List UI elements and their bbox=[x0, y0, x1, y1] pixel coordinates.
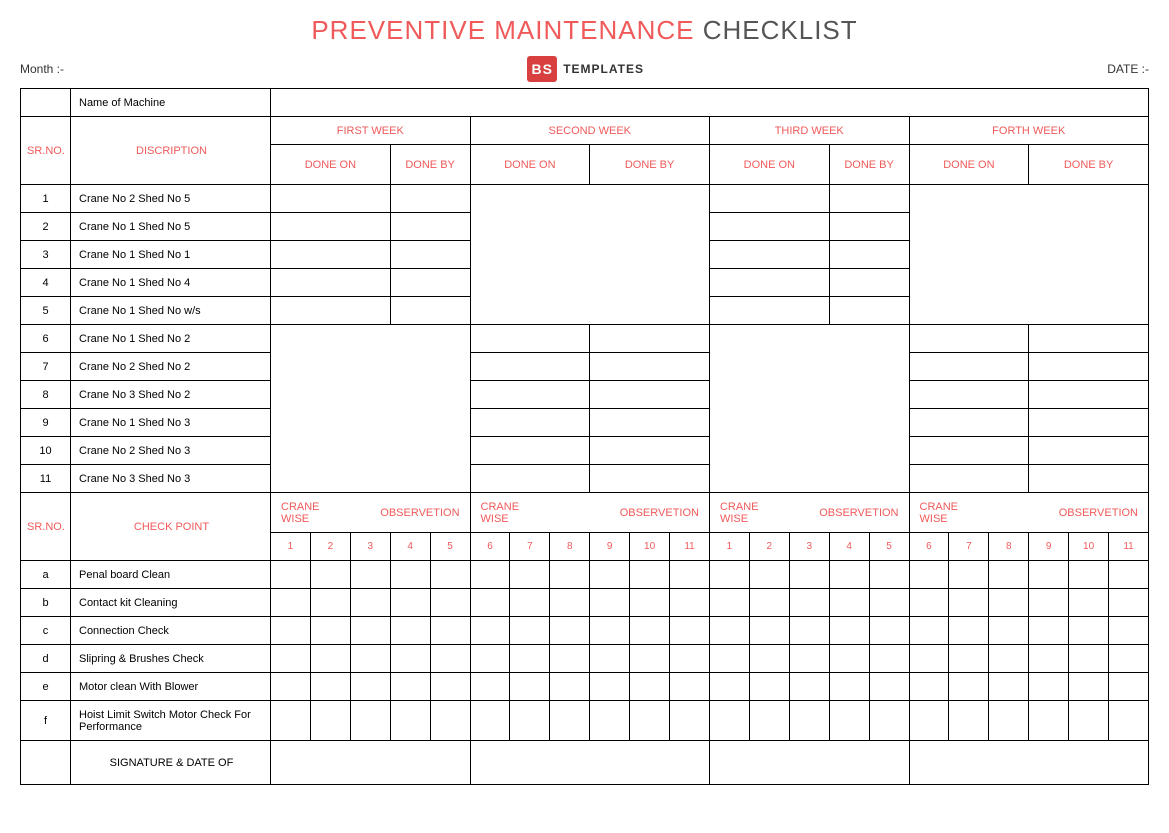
crane-wise-2: CRANE WISE bbox=[470, 493, 550, 533]
table-row: 8Crane No 3 Shed No 2 bbox=[21, 381, 1149, 409]
observation-1: OBSERVETION bbox=[350, 493, 470, 533]
crane-wise-1: CRANE WISE bbox=[271, 493, 351, 533]
observation-4: OBSERVETION bbox=[989, 493, 1149, 533]
done-by-4: DONE BY bbox=[1029, 145, 1149, 185]
table-row: 1 Crane No 2 Shed No 5 bbox=[21, 185, 1149, 213]
date-label: DATE :- bbox=[1107, 62, 1149, 76]
signature-row: SIGNATURE & DATE OF bbox=[21, 741, 1149, 785]
machine-name-label: Name of Machine bbox=[71, 89, 271, 117]
table-row: dSlipring & Brushes Check bbox=[21, 645, 1149, 673]
machine-name-row: Name of Machine bbox=[21, 89, 1149, 117]
table-row: 9Crane No 1 Shed No 3 bbox=[21, 409, 1149, 437]
logo: BS TEMPLATES bbox=[527, 56, 644, 82]
table-row: eMotor clean With Blower bbox=[21, 673, 1149, 701]
signature-label: SIGNATURE & DATE OF bbox=[71, 741, 271, 785]
table-row: 10Crane No 2 Shed No 3 bbox=[21, 437, 1149, 465]
table-row: cConnection Check bbox=[21, 617, 1149, 645]
title-accent: PREVENTIVE MAINTENANCE bbox=[311, 15, 694, 45]
done-by-2: DONE BY bbox=[590, 145, 710, 185]
done-on-4: DONE ON bbox=[909, 145, 1029, 185]
checkpoint-header-row: SR.NO. CHECK POINT CRANE WISE OBSERVETIO… bbox=[21, 493, 1149, 533]
done-by-3: DONE BY bbox=[829, 145, 909, 185]
table-row: 6Crane No 1 Shed No 2 bbox=[21, 325, 1149, 353]
observation-3: OBSERVETION bbox=[789, 493, 909, 533]
table-row: 11Crane No 3 Shed No 3 bbox=[21, 465, 1149, 493]
table-row: fHoist Limit Switch Motor Check For Perf… bbox=[21, 701, 1149, 741]
checkpoint-header: CHECK POINT bbox=[71, 493, 271, 561]
logo-text: TEMPLATES bbox=[563, 62, 644, 76]
srno-header-2: SR.NO. bbox=[21, 493, 71, 561]
week-1: FIRST WEEK bbox=[271, 117, 471, 145]
main-table: Name of Machine SR.NO. DISCRIPTION FIRST… bbox=[20, 88, 1149, 785]
done-by-1: DONE BY bbox=[390, 145, 470, 185]
observation-2: OBSERVETION bbox=[550, 493, 710, 533]
table-row: 7Crane No 2 Shed No 2 bbox=[21, 353, 1149, 381]
month-label: Month :- bbox=[20, 62, 64, 76]
crane-wise-3: CRANE WISE bbox=[709, 493, 789, 533]
description-header: DISCRIPTION bbox=[71, 117, 271, 185]
week-header-row: SR.NO. DISCRIPTION FIRST WEEK SECOND WEE… bbox=[21, 117, 1149, 145]
week-2: SECOND WEEK bbox=[470, 117, 709, 145]
logo-icon: BS bbox=[527, 56, 557, 82]
srno-header: SR.NO. bbox=[21, 117, 71, 185]
done-on-2: DONE ON bbox=[470, 145, 590, 185]
table-row: bContact kit Cleaning bbox=[21, 589, 1149, 617]
done-on-3: DONE ON bbox=[709, 145, 829, 185]
header-meta: Month :- BS TEMPLATES DATE :- bbox=[20, 56, 1149, 82]
page-title: PREVENTIVE MAINTENANCE CHECKLIST bbox=[20, 15, 1149, 46]
crane-wise-4: CRANE WISE bbox=[909, 493, 989, 533]
title-rest: CHECKLIST bbox=[695, 15, 858, 45]
week-3: THIRD WEEK bbox=[709, 117, 909, 145]
table-row: aPenal board Clean bbox=[21, 561, 1149, 589]
week-4: FORTH WEEK bbox=[909, 117, 1149, 145]
done-on-1: DONE ON bbox=[271, 145, 391, 185]
